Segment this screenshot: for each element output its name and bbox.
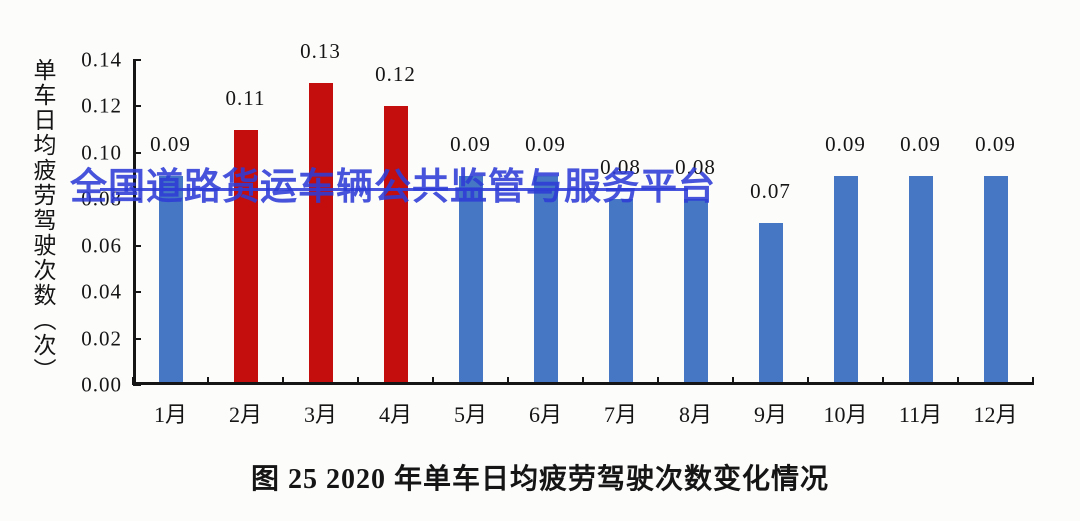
bar	[758, 222, 783, 385]
bar-value-label: 0.07	[750, 178, 791, 203]
bar-value-label: 0.12	[375, 62, 416, 87]
x-tick-mark	[732, 377, 734, 385]
y-tick-label: 0.06	[81, 233, 122, 258]
bar-value-label: 0.09	[150, 132, 191, 157]
x-tick-mark	[357, 377, 359, 385]
x-tick-mark	[807, 377, 809, 385]
x-tick-mark	[1032, 377, 1034, 385]
bar	[983, 176, 1008, 385]
x-category-label: 10月	[823, 402, 868, 427]
y-tick-mark	[133, 151, 141, 154]
bar	[383, 106, 408, 385]
x-tick-mark	[882, 377, 884, 385]
bar	[608, 199, 633, 385]
x-category-label: 4月	[378, 402, 412, 427]
y-tick-mark	[133, 59, 141, 61]
y-tick-mark	[133, 105, 141, 108]
x-tick-mark	[282, 377, 284, 385]
y-tick-label: 0.14	[81, 47, 122, 72]
bar	[233, 129, 258, 385]
bar	[158, 176, 183, 385]
x-category-label: 5月	[453, 402, 487, 427]
bar-value-label: 0.08	[675, 155, 716, 180]
bar-value-label: 0.09	[450, 132, 491, 157]
x-tick-mark	[207, 377, 209, 385]
bar	[908, 176, 933, 385]
x-category-label: 1月	[153, 402, 187, 427]
x-category-label: 9月	[753, 402, 787, 427]
x-category-label: 2月	[228, 402, 262, 427]
plot-area: 0.14 0.12 0.10 0.08 0.06 0.04 0.02 0.00 0.09 1月 0.…	[81, 39, 1034, 427]
bar-value-label: 0.09	[975, 132, 1016, 157]
x-tick-mark	[507, 377, 509, 385]
bar	[683, 199, 708, 385]
x-tick-mark	[582, 377, 584, 385]
bar	[458, 176, 483, 385]
y-axis-line	[133, 60, 136, 385]
bar-value-label: 0.08	[600, 155, 641, 180]
x-category-label: 3月	[303, 402, 337, 427]
x-category-label: 8月	[678, 402, 712, 427]
chart-caption: 图 25 2020 年单车日均疲劳驾驶次数变化情况	[250, 464, 829, 495]
bar-value-label: 0.09	[525, 132, 566, 157]
x-tick-mark	[432, 377, 434, 385]
y-tick-mark	[133, 291, 141, 294]
y-tick-mark	[133, 337, 141, 340]
y-tick-mark	[133, 198, 141, 201]
bar-value-label: 0.09	[900, 132, 941, 157]
x-category-label: 6月	[528, 402, 562, 427]
y-tick-label: 0.12	[81, 93, 122, 118]
y-tick-label: 0.10	[81, 140, 122, 165]
x-category-label: 7月	[603, 402, 637, 427]
bar-value-label: 0.13	[300, 39, 341, 64]
bar	[533, 176, 558, 385]
y-tick-label: 0.00	[81, 372, 122, 397]
y-tick-mark	[133, 244, 141, 247]
x-tick-mark	[957, 377, 959, 385]
bar-value-label: 0.11	[225, 85, 266, 110]
y-tick-label: 0.02	[81, 326, 122, 351]
x-category-label: 11月	[898, 402, 943, 427]
bar	[308, 83, 333, 385]
y-tick-label: 0.04	[81, 279, 122, 304]
x-tick-mark	[132, 377, 134, 385]
watermark-text: 全国道路货运车辆公共监管与服务平台	[70, 166, 716, 207]
y-axis-title: 单车日均疲劳驾驶次数（次）	[30, 58, 55, 383]
x-category-label: 12月	[973, 402, 1018, 427]
y-tick-mark	[133, 384, 141, 386]
watermark-underline	[100, 188, 688, 191]
x-tick-mark	[657, 377, 659, 385]
bar	[833, 176, 858, 385]
bar-value-label: 0.09	[825, 132, 866, 157]
